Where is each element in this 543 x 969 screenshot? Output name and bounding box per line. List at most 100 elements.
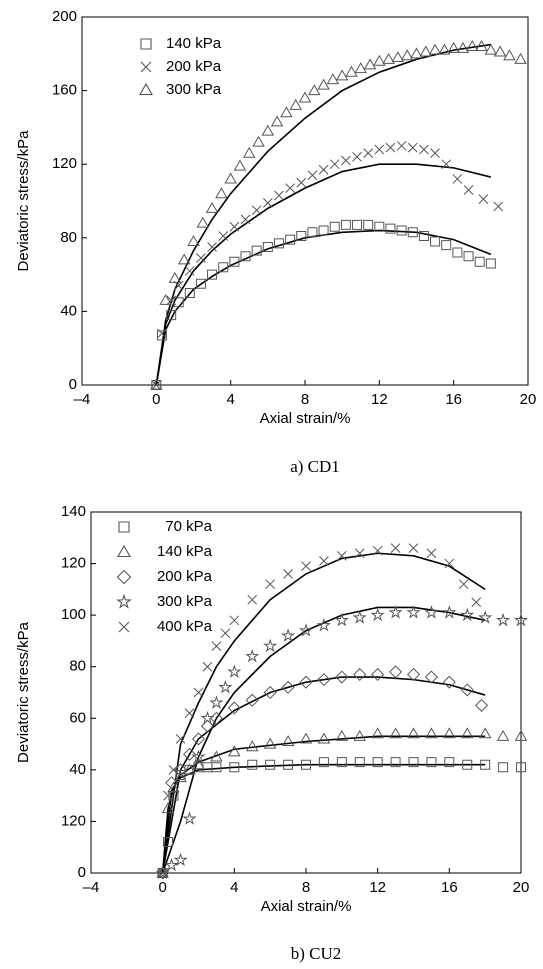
x-tick-label: 4 xyxy=(230,879,238,896)
y-tick-label: 60 xyxy=(69,709,86,726)
data-point xyxy=(374,221,385,232)
data-point xyxy=(263,737,277,749)
data-point xyxy=(471,597,482,608)
data-point xyxy=(475,40,488,51)
data-point xyxy=(274,190,284,201)
data-point xyxy=(166,310,177,321)
y-tick-label: 120 xyxy=(61,812,86,829)
data-point xyxy=(406,605,421,619)
data-point xyxy=(372,545,383,556)
data-point xyxy=(478,727,492,739)
data-point xyxy=(251,245,262,256)
data-point xyxy=(340,219,351,230)
data-point xyxy=(224,172,237,184)
data-point xyxy=(516,762,526,773)
legend-label: 400 kPa xyxy=(157,618,213,635)
data-point xyxy=(452,247,463,258)
legend-label: 140 kPa xyxy=(157,543,213,560)
data-point xyxy=(156,866,169,878)
legend-marker xyxy=(116,569,132,585)
data-point xyxy=(163,837,174,848)
data-point xyxy=(298,91,312,103)
plot-frame xyxy=(81,16,529,386)
data-point xyxy=(407,142,418,153)
data-point xyxy=(273,238,284,249)
legend-label: 200 kPa xyxy=(157,568,213,585)
data-point xyxy=(389,665,403,679)
data-point xyxy=(382,52,395,64)
data-point xyxy=(175,734,186,744)
data-point xyxy=(478,610,493,624)
data-point xyxy=(335,69,349,81)
x-tick-label: 20 xyxy=(520,391,537,408)
data-point xyxy=(363,58,377,70)
data-point xyxy=(319,556,329,566)
data-point xyxy=(211,641,222,651)
data-point xyxy=(371,727,384,739)
data-point xyxy=(227,701,241,715)
data-point xyxy=(251,205,262,216)
data-point xyxy=(308,84,321,96)
data-point xyxy=(452,174,463,184)
data-point xyxy=(207,269,218,280)
data-point xyxy=(498,762,509,773)
fit-line xyxy=(161,763,486,874)
fit-line xyxy=(161,552,486,874)
data-point xyxy=(195,278,206,289)
data-point xyxy=(329,221,340,232)
y-tick-label: 160 xyxy=(52,82,77,99)
data-point xyxy=(296,177,307,188)
data-point xyxy=(460,727,474,739)
data-point xyxy=(262,242,273,252)
data-point xyxy=(430,236,441,247)
data-point xyxy=(296,230,307,241)
data-point xyxy=(463,185,474,195)
data-point xyxy=(229,615,240,626)
data-point xyxy=(281,735,295,747)
data-point xyxy=(265,579,276,590)
x-tick-label: 4 xyxy=(226,391,234,408)
data-point xyxy=(495,612,511,627)
legend-label: 70 kPa xyxy=(165,518,212,535)
data-point xyxy=(184,288,195,298)
legend-label: 300 kPa xyxy=(157,593,213,610)
data-point xyxy=(245,648,260,663)
data-point xyxy=(307,170,318,181)
data-point xyxy=(163,790,173,801)
data-point xyxy=(352,610,367,624)
data-point xyxy=(200,710,215,725)
data-point xyxy=(229,221,240,232)
data-point xyxy=(218,231,229,241)
data-point xyxy=(157,328,167,339)
data-point xyxy=(419,144,429,155)
data-point xyxy=(150,378,163,390)
data-point xyxy=(202,661,213,672)
data-point xyxy=(317,78,330,90)
data-point xyxy=(177,253,191,265)
data-point xyxy=(462,759,473,770)
data-point xyxy=(514,729,528,741)
data-point xyxy=(388,605,403,619)
data-point xyxy=(474,256,485,267)
data-point xyxy=(363,219,374,230)
data-point xyxy=(205,201,219,213)
data-point xyxy=(354,62,368,74)
y-tick-label: 200 xyxy=(52,8,77,25)
data-point xyxy=(447,41,460,53)
y-tick-label: 100 xyxy=(61,606,86,623)
data-point xyxy=(441,159,452,170)
data-point xyxy=(372,757,383,768)
y-tick-label: 0 xyxy=(69,376,77,393)
data-point xyxy=(215,187,228,199)
data-point xyxy=(371,667,385,682)
legend-marker xyxy=(116,593,132,609)
data-point xyxy=(373,54,386,66)
data-point xyxy=(245,740,259,752)
data-point xyxy=(390,543,401,553)
data-point xyxy=(318,164,329,175)
data-point xyxy=(202,762,213,773)
data-point xyxy=(363,148,374,159)
data-point xyxy=(406,667,421,682)
data-point xyxy=(352,219,363,230)
